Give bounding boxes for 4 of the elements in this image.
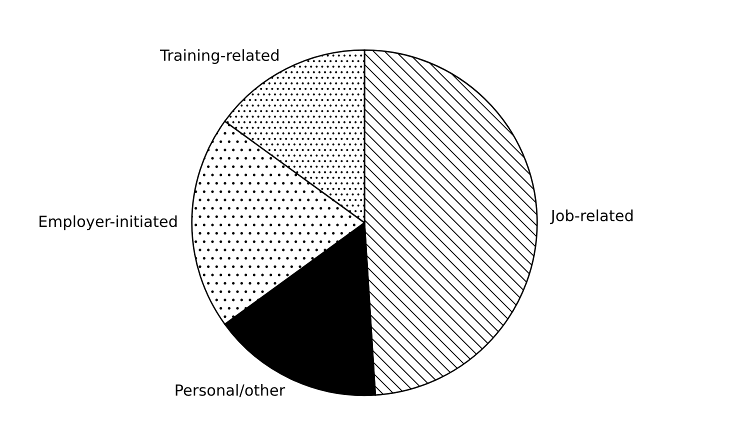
slice-label: Training-related [160,49,278,64]
slice-label: Employer-initiated [40,215,177,230]
slice-label: Personal/other [176,384,286,398]
slice-label: Job-related [550,209,633,224]
